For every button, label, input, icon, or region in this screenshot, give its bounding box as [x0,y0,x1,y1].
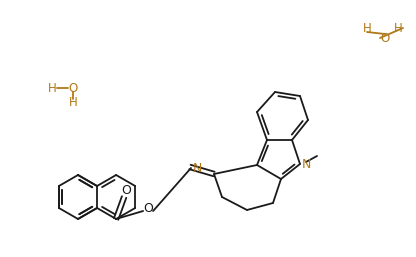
Text: N: N [193,161,202,175]
Text: O: O [121,185,131,197]
Text: H: H [47,81,57,95]
Text: N: N [302,158,311,170]
Text: O: O [143,203,153,216]
Text: O: O [380,32,390,44]
Text: O: O [68,81,78,95]
Text: H: H [363,22,371,34]
Text: H: H [69,96,77,109]
Text: H: H [394,22,402,34]
